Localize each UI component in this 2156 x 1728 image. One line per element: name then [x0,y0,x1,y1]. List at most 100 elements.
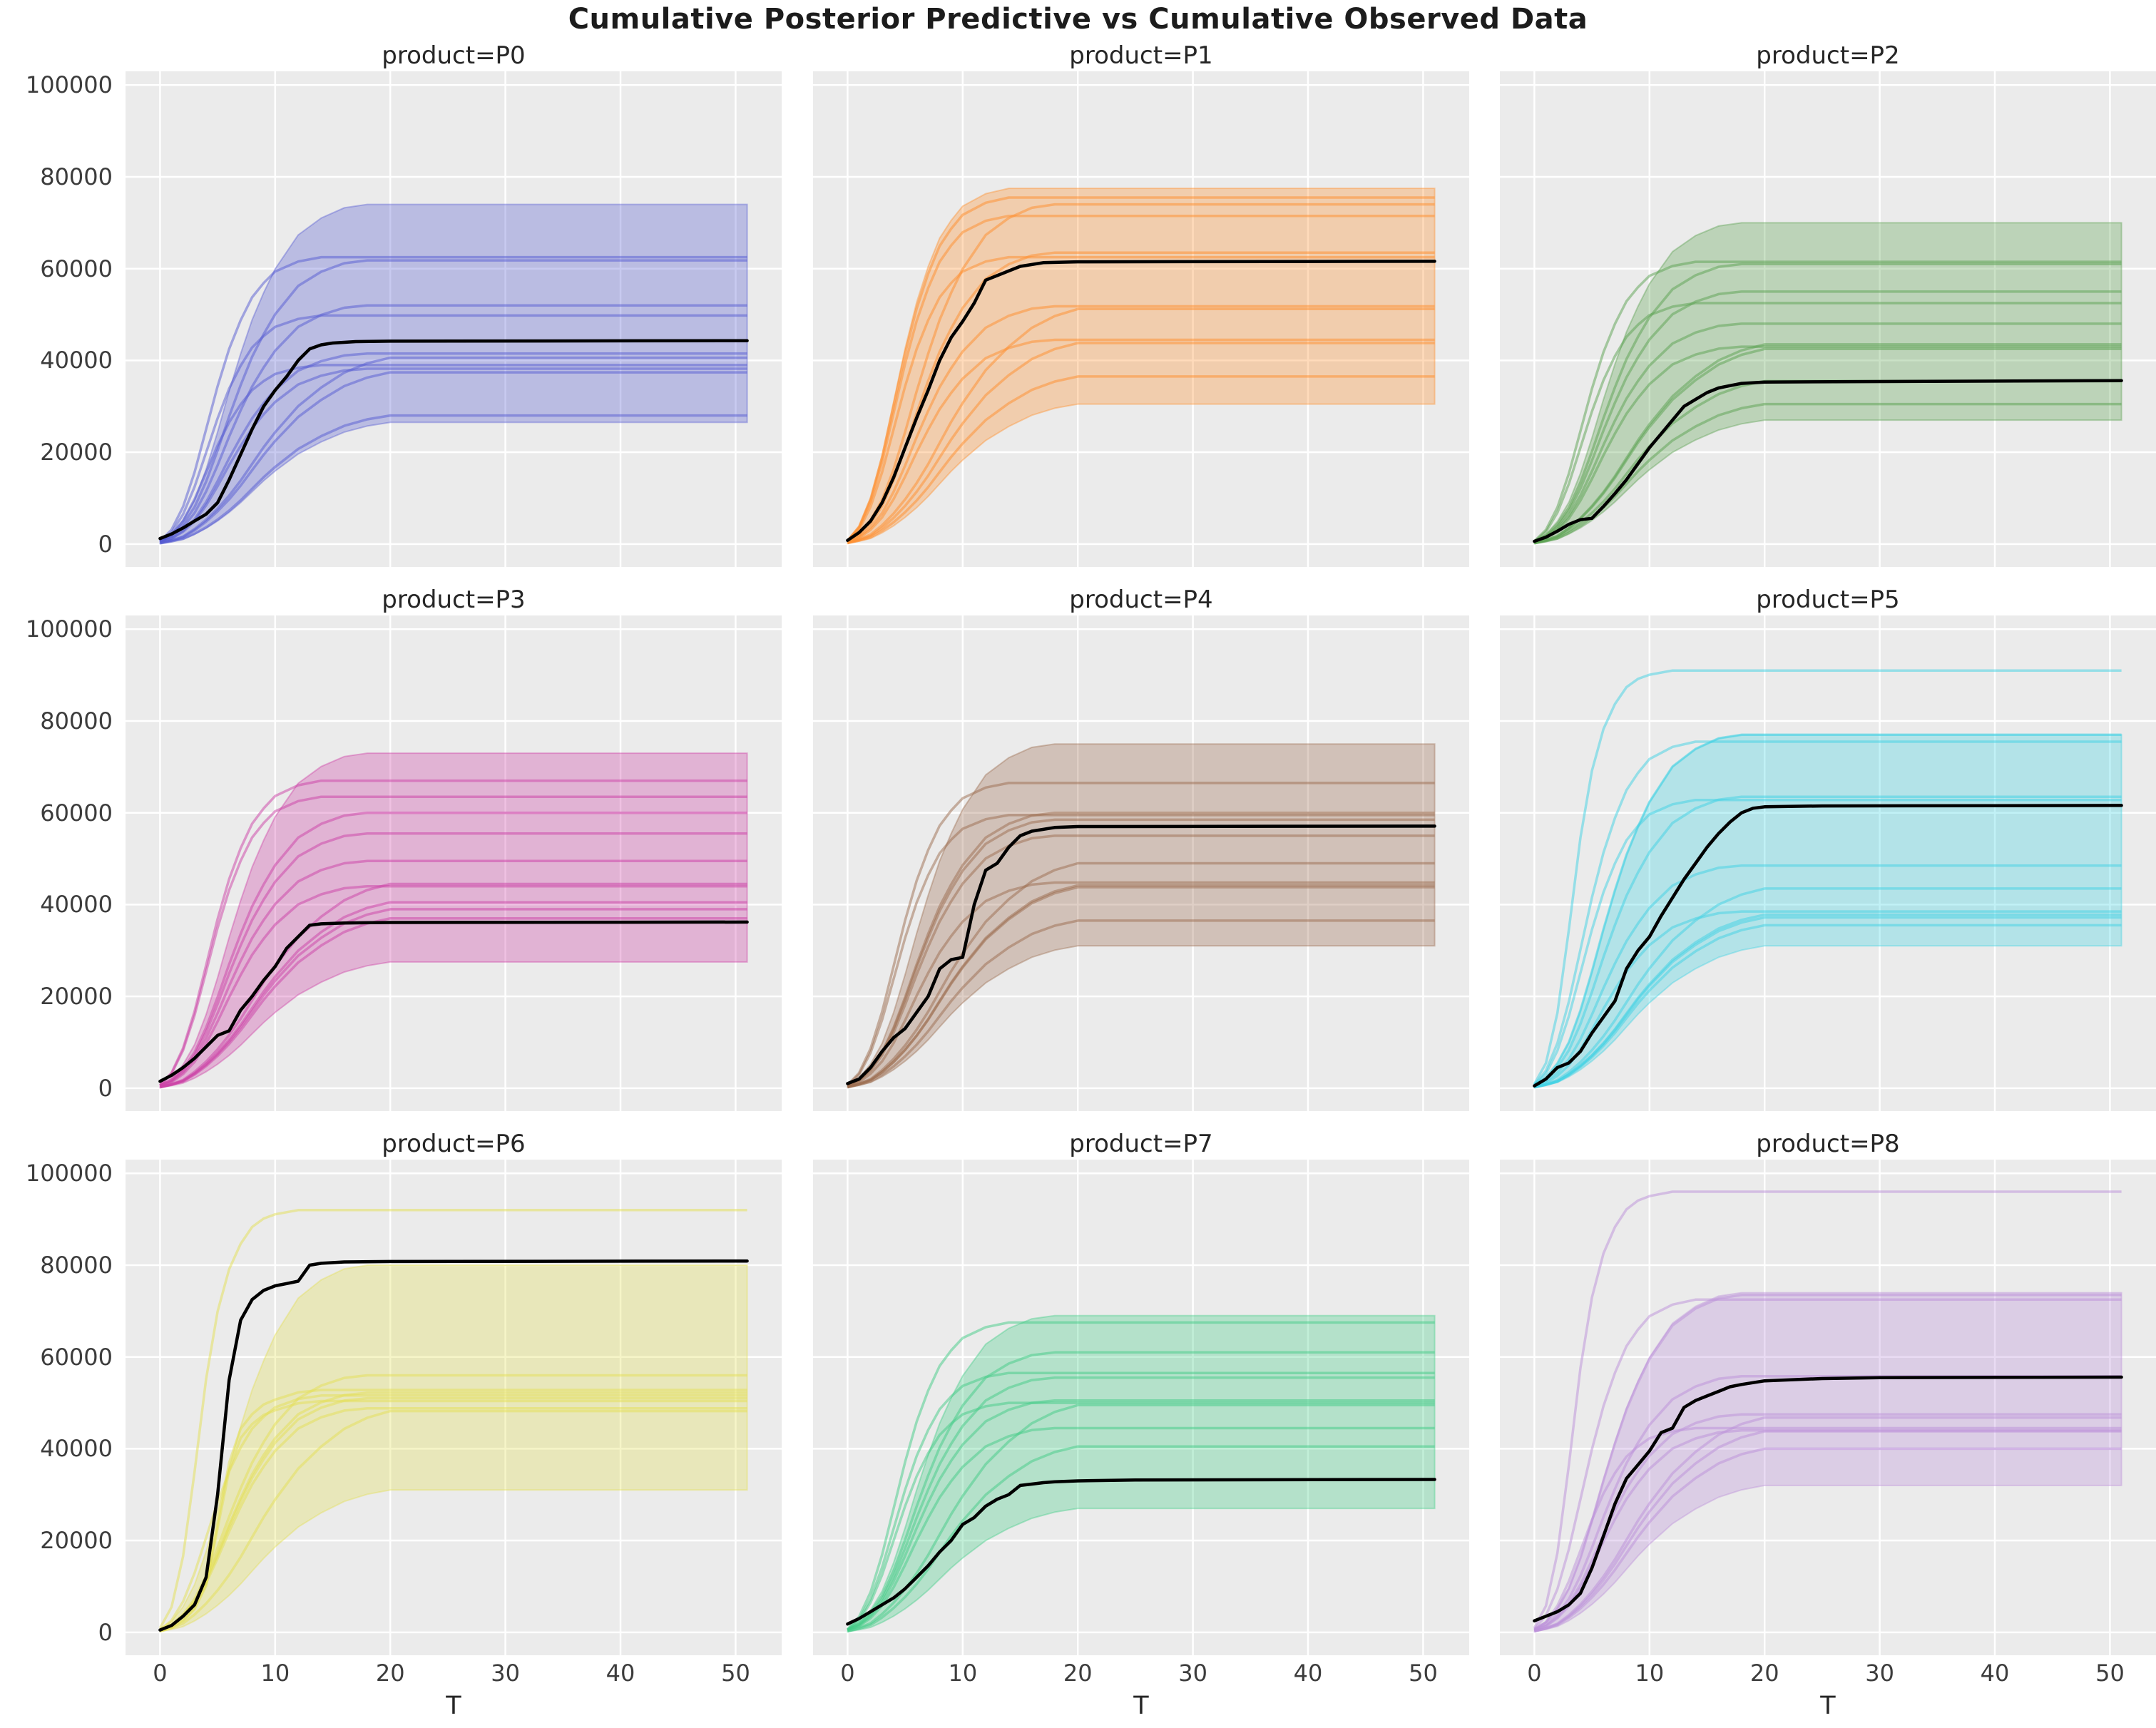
posterior-sample-line [1533,798,2122,1087]
subplot-p6: product=P6 0 20000 40000 60000 80000 100000 0… [26,1125,782,1720]
y-tick-label: 40000 [40,891,113,919]
posterior-sample-line [1534,1447,2122,1633]
plot-canvas-p7 [813,1160,1469,1655]
posterior-sample-line [847,1401,1435,1631]
x-tick-label: 20 [1063,1660,1093,1687]
posterior-sample-line [159,795,747,1086]
posterior-sample-line [847,862,1435,1088]
posterior-sample-line [847,834,1435,1087]
posterior-sample-line [1533,322,2122,543]
subplot-title: product=P4 [1069,586,1213,614]
posterior-sample-line [1533,1190,2122,1629]
x-tick-label: 0 [1527,1660,1542,1687]
subplot-p8: product=P8 0 10 20 30 40 50 T [1500,1125,2156,1720]
subplot-title: product=P3 [382,586,526,614]
uncertainty-band [159,752,748,1089]
posterior-sample-line [1533,260,2122,543]
x-tick-label: 40 [606,1660,635,1687]
posterior-sample-line [1534,402,2122,545]
x-tick-label: 10 [1635,1660,1665,1687]
observed-line [846,1478,1436,1626]
x-axis-label: T [1820,1692,1836,1720]
posterior-sample-line [847,1404,1435,1632]
y-tick-label: 100000 [25,615,113,643]
y-tick-label: 60000 [40,799,113,827]
posterior-sample-line [158,1209,747,1629]
y-tick-label: 40000 [40,1435,113,1463]
x-axis-label: T [446,1692,461,1720]
observed-line [1533,1375,2123,1622]
posterior-sample-line [159,1374,747,1631]
posterior-sample-line [847,1351,1435,1631]
posterior-sample-line [1533,669,2122,1085]
posterior-sample-line [1534,379,2122,545]
x-tick-label: 40 [1293,1660,1323,1687]
y-tick-label: 80000 [40,707,113,735]
posterior-sample-line [159,1409,747,1632]
x-tick-label: 10 [948,1660,978,1687]
x-tick-label: 50 [2095,1660,2125,1687]
posterior-sample-line [847,342,1435,545]
plot-canvas-p1 [813,71,1469,567]
posterior-sample-line [159,811,747,1087]
subplot-title: product=P6 [382,1130,526,1158]
subplot-title: product=P1 [1069,41,1213,70]
y-tick-label: 100000 [25,71,113,99]
uncertainty-band [847,743,1436,1089]
plot-canvas-p5 [1500,615,2156,1111]
axes-background [126,71,782,567]
posterior-sample-line [159,1399,747,1632]
subplot-title: product=P2 [1756,41,1900,70]
posterior-sample-line [847,881,1435,1088]
observed-line [846,824,1436,1085]
y-tick-label: 20000 [40,1527,113,1555]
posterior-sample-line [1533,910,2122,1088]
x-tick-label: 30 [1865,1660,1894,1687]
observed-line [158,1259,749,1632]
posterior-sample-line [159,304,747,543]
observed-line [1533,379,2123,543]
observed-line [158,920,749,1083]
x-tick-label: 0 [840,1660,855,1687]
observed-line [1533,804,2123,1088]
observed-line [846,260,1436,542]
posterior-sample-line [159,364,747,543]
posterior-sample-line [847,338,1435,543]
y-tick-label: 100000 [25,1160,113,1187]
posterior-sample-line [847,1321,1435,1630]
posterior-sample-line [159,884,747,1088]
posterior-sample-line [847,782,1435,1086]
subplot-title: product=P7 [1069,1130,1213,1158]
subplot-p0: product=P0 0 20000 40000 60000 80000 100000 [26,37,782,567]
y-tick-label: 60000 [40,255,113,282]
posterior-sample-line [847,375,1435,545]
posterior-sample-line [1533,345,2122,543]
posterior-sample-line [159,832,747,1087]
posterior-sample-line [1533,795,2122,1087]
subplot-p3: product=P3 0 20000 40000 60000 80000 100000 [26,581,782,1111]
posterior-sample-line [847,814,1435,1087]
posterior-sample-line [847,886,1435,1089]
x-tick-label: 30 [491,1660,520,1687]
figure-title: Cumulative Posterior Predictive vs Cumul… [568,3,1588,36]
subplot-title: product=P8 [1756,1130,1900,1158]
x-tick-label: 10 [260,1660,290,1687]
posterior-sample-line [1534,924,2122,1089]
observed-line [158,339,749,541]
posterior-sample-line [1533,1428,2122,1632]
posterior-sample-line [159,314,747,543]
posterior-sample-line [1533,1426,2122,1632]
plot-canvas-p6 [126,1160,782,1655]
subplot-p7: product=P7 0 10 20 30 40 50 T [813,1125,1469,1720]
x-axis-label: T [1133,1692,1149,1720]
plot-canvas-p3 [126,615,782,1111]
posterior-sample-line [847,919,1435,1089]
posterior-sample-line [1533,1298,2122,1630]
posterior-sample-line [159,1394,747,1631]
posterior-sample-line [1533,302,2122,543]
subplot-p4: product=P4 [813,581,1469,1111]
posterior-sample-line [847,251,1435,543]
x-tick-label: 30 [1178,1660,1207,1687]
plot-canvas-p2 [1500,71,2156,567]
